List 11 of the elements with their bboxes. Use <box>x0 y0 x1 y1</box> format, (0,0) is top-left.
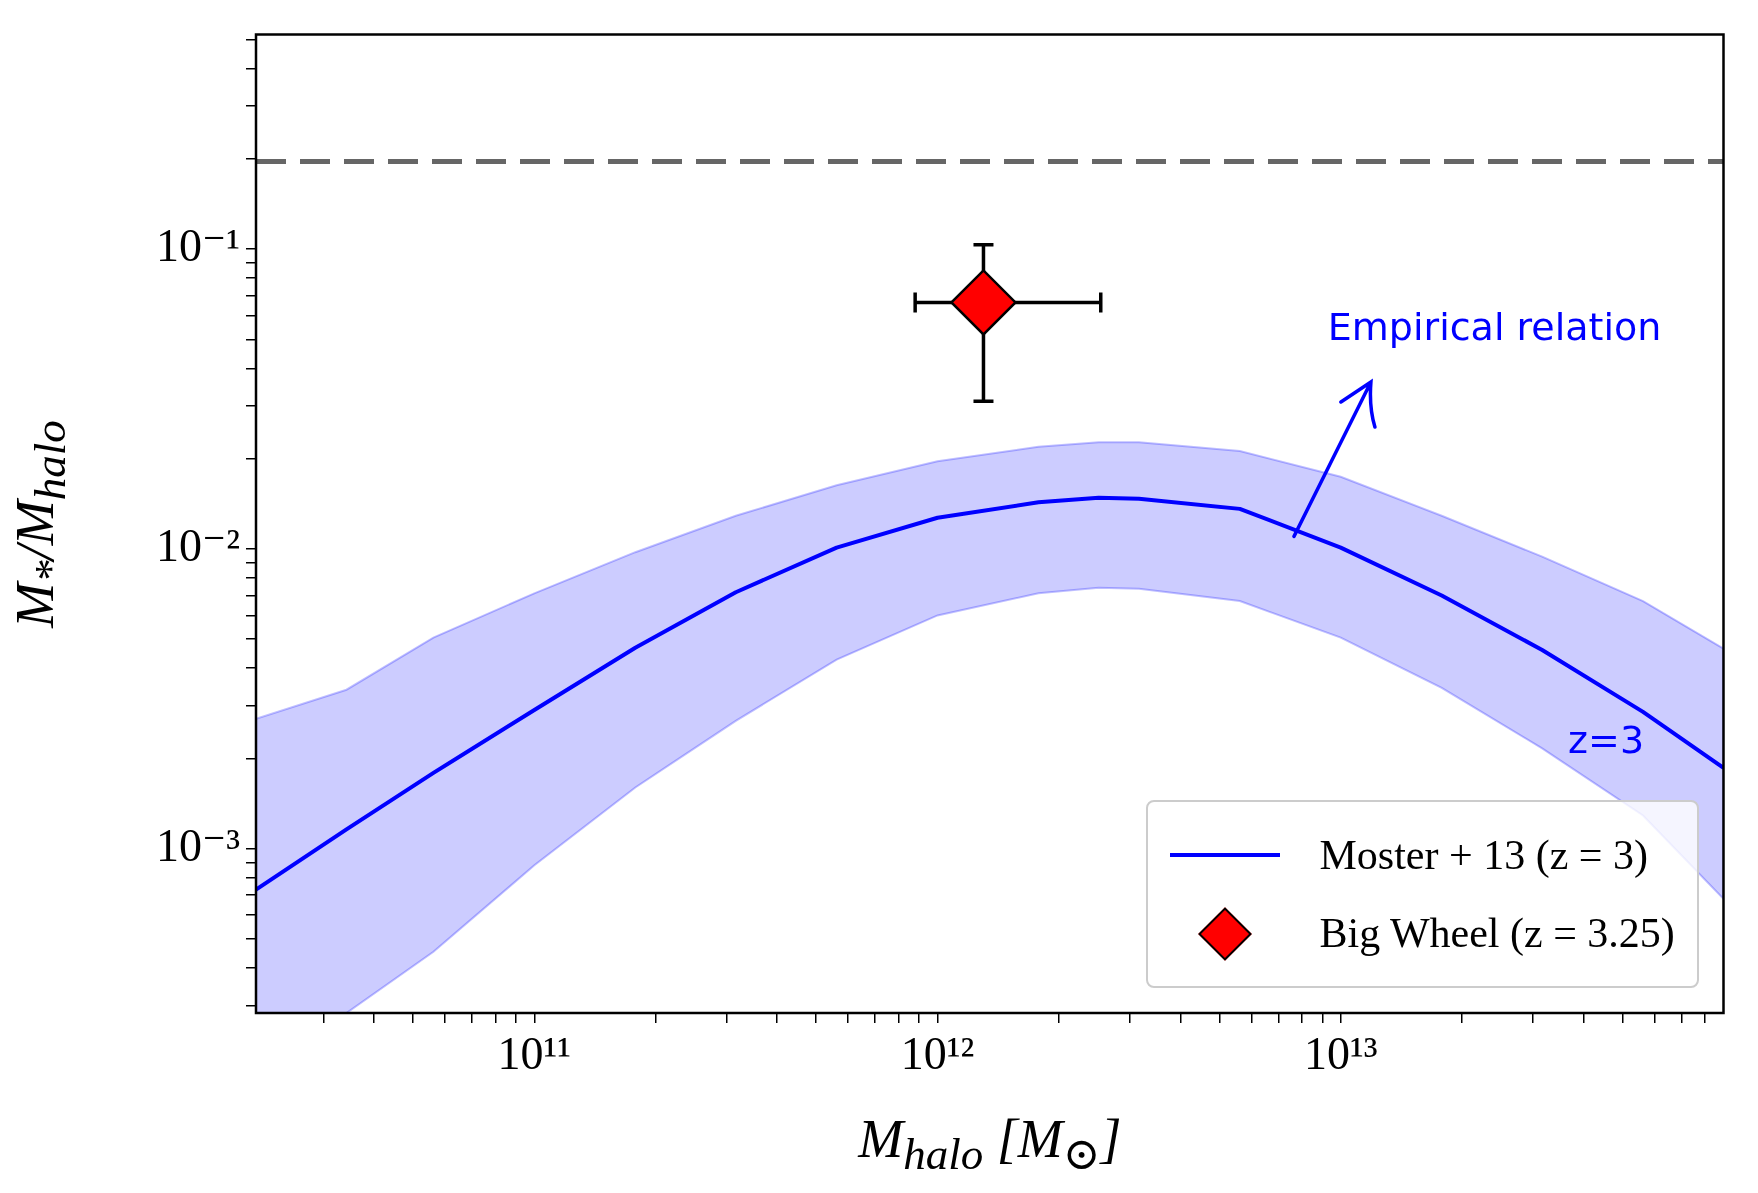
y-tick-label: 10⁻¹ <box>155 220 240 272</box>
annotation: z=3 <box>1568 717 1645 762</box>
x-axis-title: M$_{halo}$ [M$_{⊙}$] <box>858 1108 1122 1180</box>
legend-label: Big Wheel (z = 3.25) <box>1319 909 1675 957</box>
y-tick-label: 10⁻³ <box>155 819 240 871</box>
x-tick-label: 10¹² <box>900 1027 975 1079</box>
x-tick-label: 10¹¹ <box>497 1027 572 1079</box>
annotation: Empirical relation <box>1327 304 1662 349</box>
x-tick-label: 10¹³ <box>1303 1027 1378 1079</box>
y-tick-label: 10⁻² <box>155 519 240 571</box>
legend-label: Moster + 13 (z = 3) <box>1319 831 1648 879</box>
